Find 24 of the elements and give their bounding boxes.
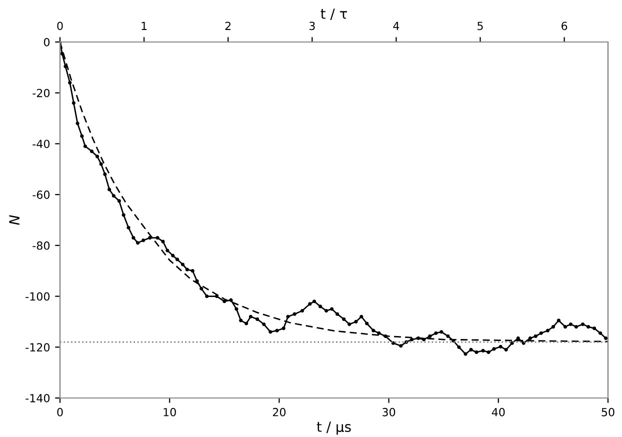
- y-tick-label: -100: [26, 292, 50, 301]
- x2-tick-label: 2: [225, 22, 231, 30]
- y-tick-label: -20: [32, 88, 50, 98]
- x-tick-label: 40: [492, 408, 505, 416]
- x-tick-label: 50: [602, 408, 614, 416]
- y-tick-label: -80: [32, 241, 50, 250]
- x2-tick-label: 6: [562, 22, 568, 30]
- y-tick-label: -140: [26, 394, 50, 402]
- x-axis-title: t / μs: [316, 422, 351, 435]
- x-tick-label: 0: [57, 408, 63, 416]
- x2-tick-label: 4: [393, 22, 400, 30]
- y-tick-label: -60: [32, 190, 50, 199]
- y-axis-title: N: [9, 215, 20, 225]
- y-tick-label: -40: [32, 140, 50, 148]
- x2-tick-label: 0: [57, 22, 63, 30]
- x2-tick-label: 1: [142, 22, 147, 30]
- y-tick-label: -120: [26, 343, 50, 352]
- x-tick-label: 10: [164, 408, 176, 416]
- x-tick-label: 20: [272, 408, 286, 416]
- x2-tick-label: 5: [478, 22, 483, 30]
- x2-axis-title: t / τ: [320, 8, 347, 20]
- y-tick-label: 0: [44, 38, 50, 46]
- x-tick-label: 30: [382, 408, 396, 416]
- x2-tick-label: 3: [309, 22, 315, 30]
